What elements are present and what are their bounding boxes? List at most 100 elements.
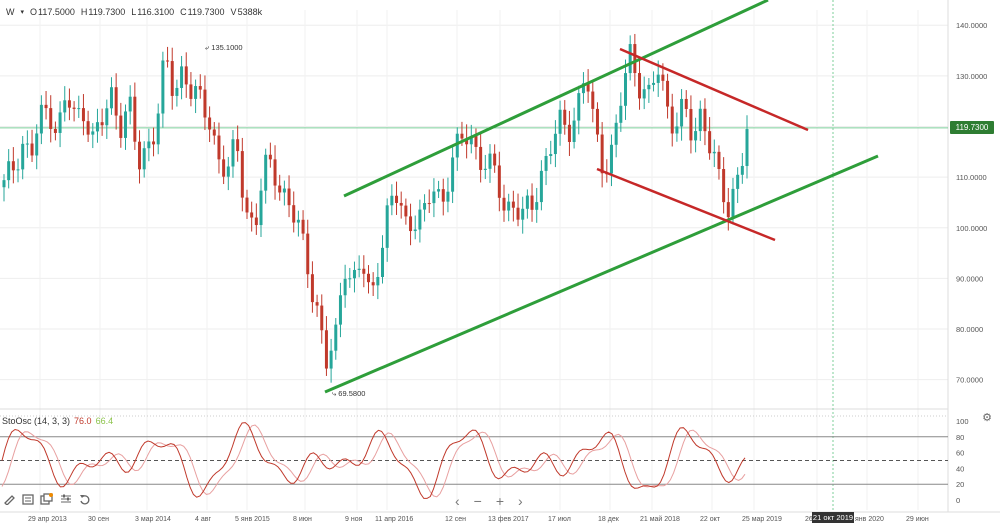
candle-body — [231, 139, 235, 167]
candle-body — [292, 205, 296, 223]
settings-sliders-icon[interactable] — [59, 492, 72, 505]
candle-body — [123, 111, 127, 138]
candle-body — [502, 197, 506, 211]
candle-body — [563, 109, 567, 125]
candle-body — [301, 219, 305, 234]
candle-body — [413, 229, 417, 232]
candle-body — [343, 278, 347, 296]
list-icon[interactable] — [21, 492, 34, 505]
x-tick-label: янв 2020 — [855, 516, 884, 523]
candle-body — [21, 143, 25, 170]
candle-body — [437, 189, 441, 192]
x-tick-label: 11 апр 2016 — [375, 516, 413, 523]
osc-value-k: 76.0 — [74, 416, 92, 426]
candle-body — [722, 169, 726, 203]
candle-body — [100, 122, 104, 126]
candle-body — [736, 174, 740, 189]
candle-body — [399, 202, 403, 206]
candle-body — [194, 86, 198, 99]
y-tick-label: 100.0000 — [956, 224, 987, 233]
candle-body — [726, 202, 730, 218]
candle-body — [357, 268, 361, 270]
candle-body — [86, 121, 90, 135]
drawing-toolbar — [2, 492, 91, 505]
close-label: C — [180, 7, 187, 17]
layers-icon[interactable] — [40, 492, 53, 505]
candle-body — [395, 195, 399, 203]
candle-body — [740, 165, 744, 175]
channel-red-lower — [596, 167, 776, 242]
gear-icon[interactable]: ⚙ — [982, 412, 992, 424]
high-label: H — [80, 7, 88, 17]
candle-body — [423, 203, 427, 210]
candle-body — [222, 159, 226, 177]
current-price-tag: 119.7300 — [950, 121, 994, 134]
scroll-right-button[interactable]: › — [518, 493, 523, 509]
candle-body — [628, 44, 632, 74]
candle-body — [698, 108, 702, 132]
candle-body — [184, 66, 188, 85]
zoom-in-button[interactable]: + — [495, 493, 505, 509]
open-value: 117.5000 — [38, 7, 75, 17]
y-tick-label: 130.0000 — [956, 72, 987, 81]
candle-body — [142, 148, 146, 170]
channel-green-upper — [343, 0, 769, 198]
y-tick-label: 110.0000 — [956, 173, 987, 182]
scroll-left-button[interactable]: ‹ — [455, 493, 460, 509]
osc-tick-label: 60 — [956, 449, 964, 458]
candle-body — [600, 134, 604, 174]
candle-body — [16, 169, 20, 171]
candle-body — [324, 330, 328, 369]
candle-body — [581, 83, 585, 94]
candle-body — [488, 153, 492, 169]
candle-body — [684, 98, 688, 109]
candle-body — [516, 207, 520, 220]
candle-body — [661, 74, 665, 81]
volume-label: V — [230, 7, 237, 17]
candle-body — [95, 122, 99, 132]
candle-body — [624, 73, 628, 106]
candle-body — [530, 195, 534, 210]
close-value: 119.7300 — [187, 7, 225, 17]
x-tick-label: 5 янв 2015 — [235, 516, 270, 523]
candle-body — [67, 100, 71, 108]
candle-body — [381, 247, 385, 277]
osc-tick-label: 80 — [956, 433, 964, 442]
candle-body — [385, 205, 389, 248]
candle-body — [2, 180, 6, 188]
main-grid — [0, 0, 1000, 513]
candle-body — [329, 350, 333, 369]
x-tick-label: 12 сен — [445, 516, 466, 523]
candle-body — [147, 141, 151, 149]
candle-body — [72, 107, 76, 109]
candles — [2, 33, 749, 383]
dropdown-icon[interactable]: ▾ — [20, 9, 25, 16]
candle-body — [675, 126, 679, 134]
x-tick-label: 13 фев 2017 — [488, 516, 529, 523]
candle-body — [493, 153, 497, 166]
x-tick-label: 8 июн — [293, 516, 312, 523]
osc-grid — [0, 436, 948, 485]
x-tick-label: 30 сен — [88, 516, 109, 523]
candle-body — [572, 120, 576, 143]
channel-lines — [324, 0, 879, 394]
osc-k-line — [1, 422, 746, 499]
symbol-label[interactable]: W — [6, 7, 15, 17]
candle-body — [77, 108, 81, 110]
candle-body — [114, 87, 118, 116]
candle-body — [708, 131, 712, 154]
candle-body — [315, 302, 319, 306]
candle-body — [469, 135, 473, 145]
candle-body — [133, 96, 137, 142]
candle-body — [203, 89, 207, 118]
candle-body — [254, 217, 258, 226]
candle-body — [320, 305, 324, 331]
low-annotation: ⤷ 69.5800 — [332, 389, 366, 398]
oscillator-legend[interactable]: StoOsc (14, 3, 3) 76.0 66.4 — [2, 416, 113, 426]
zoom-out-button[interactable]: − — [473, 493, 482, 509]
candle-body — [731, 188, 735, 218]
candle-body — [670, 106, 674, 134]
pencil-icon[interactable] — [2, 492, 15, 505]
undo-icon[interactable] — [78, 492, 91, 505]
